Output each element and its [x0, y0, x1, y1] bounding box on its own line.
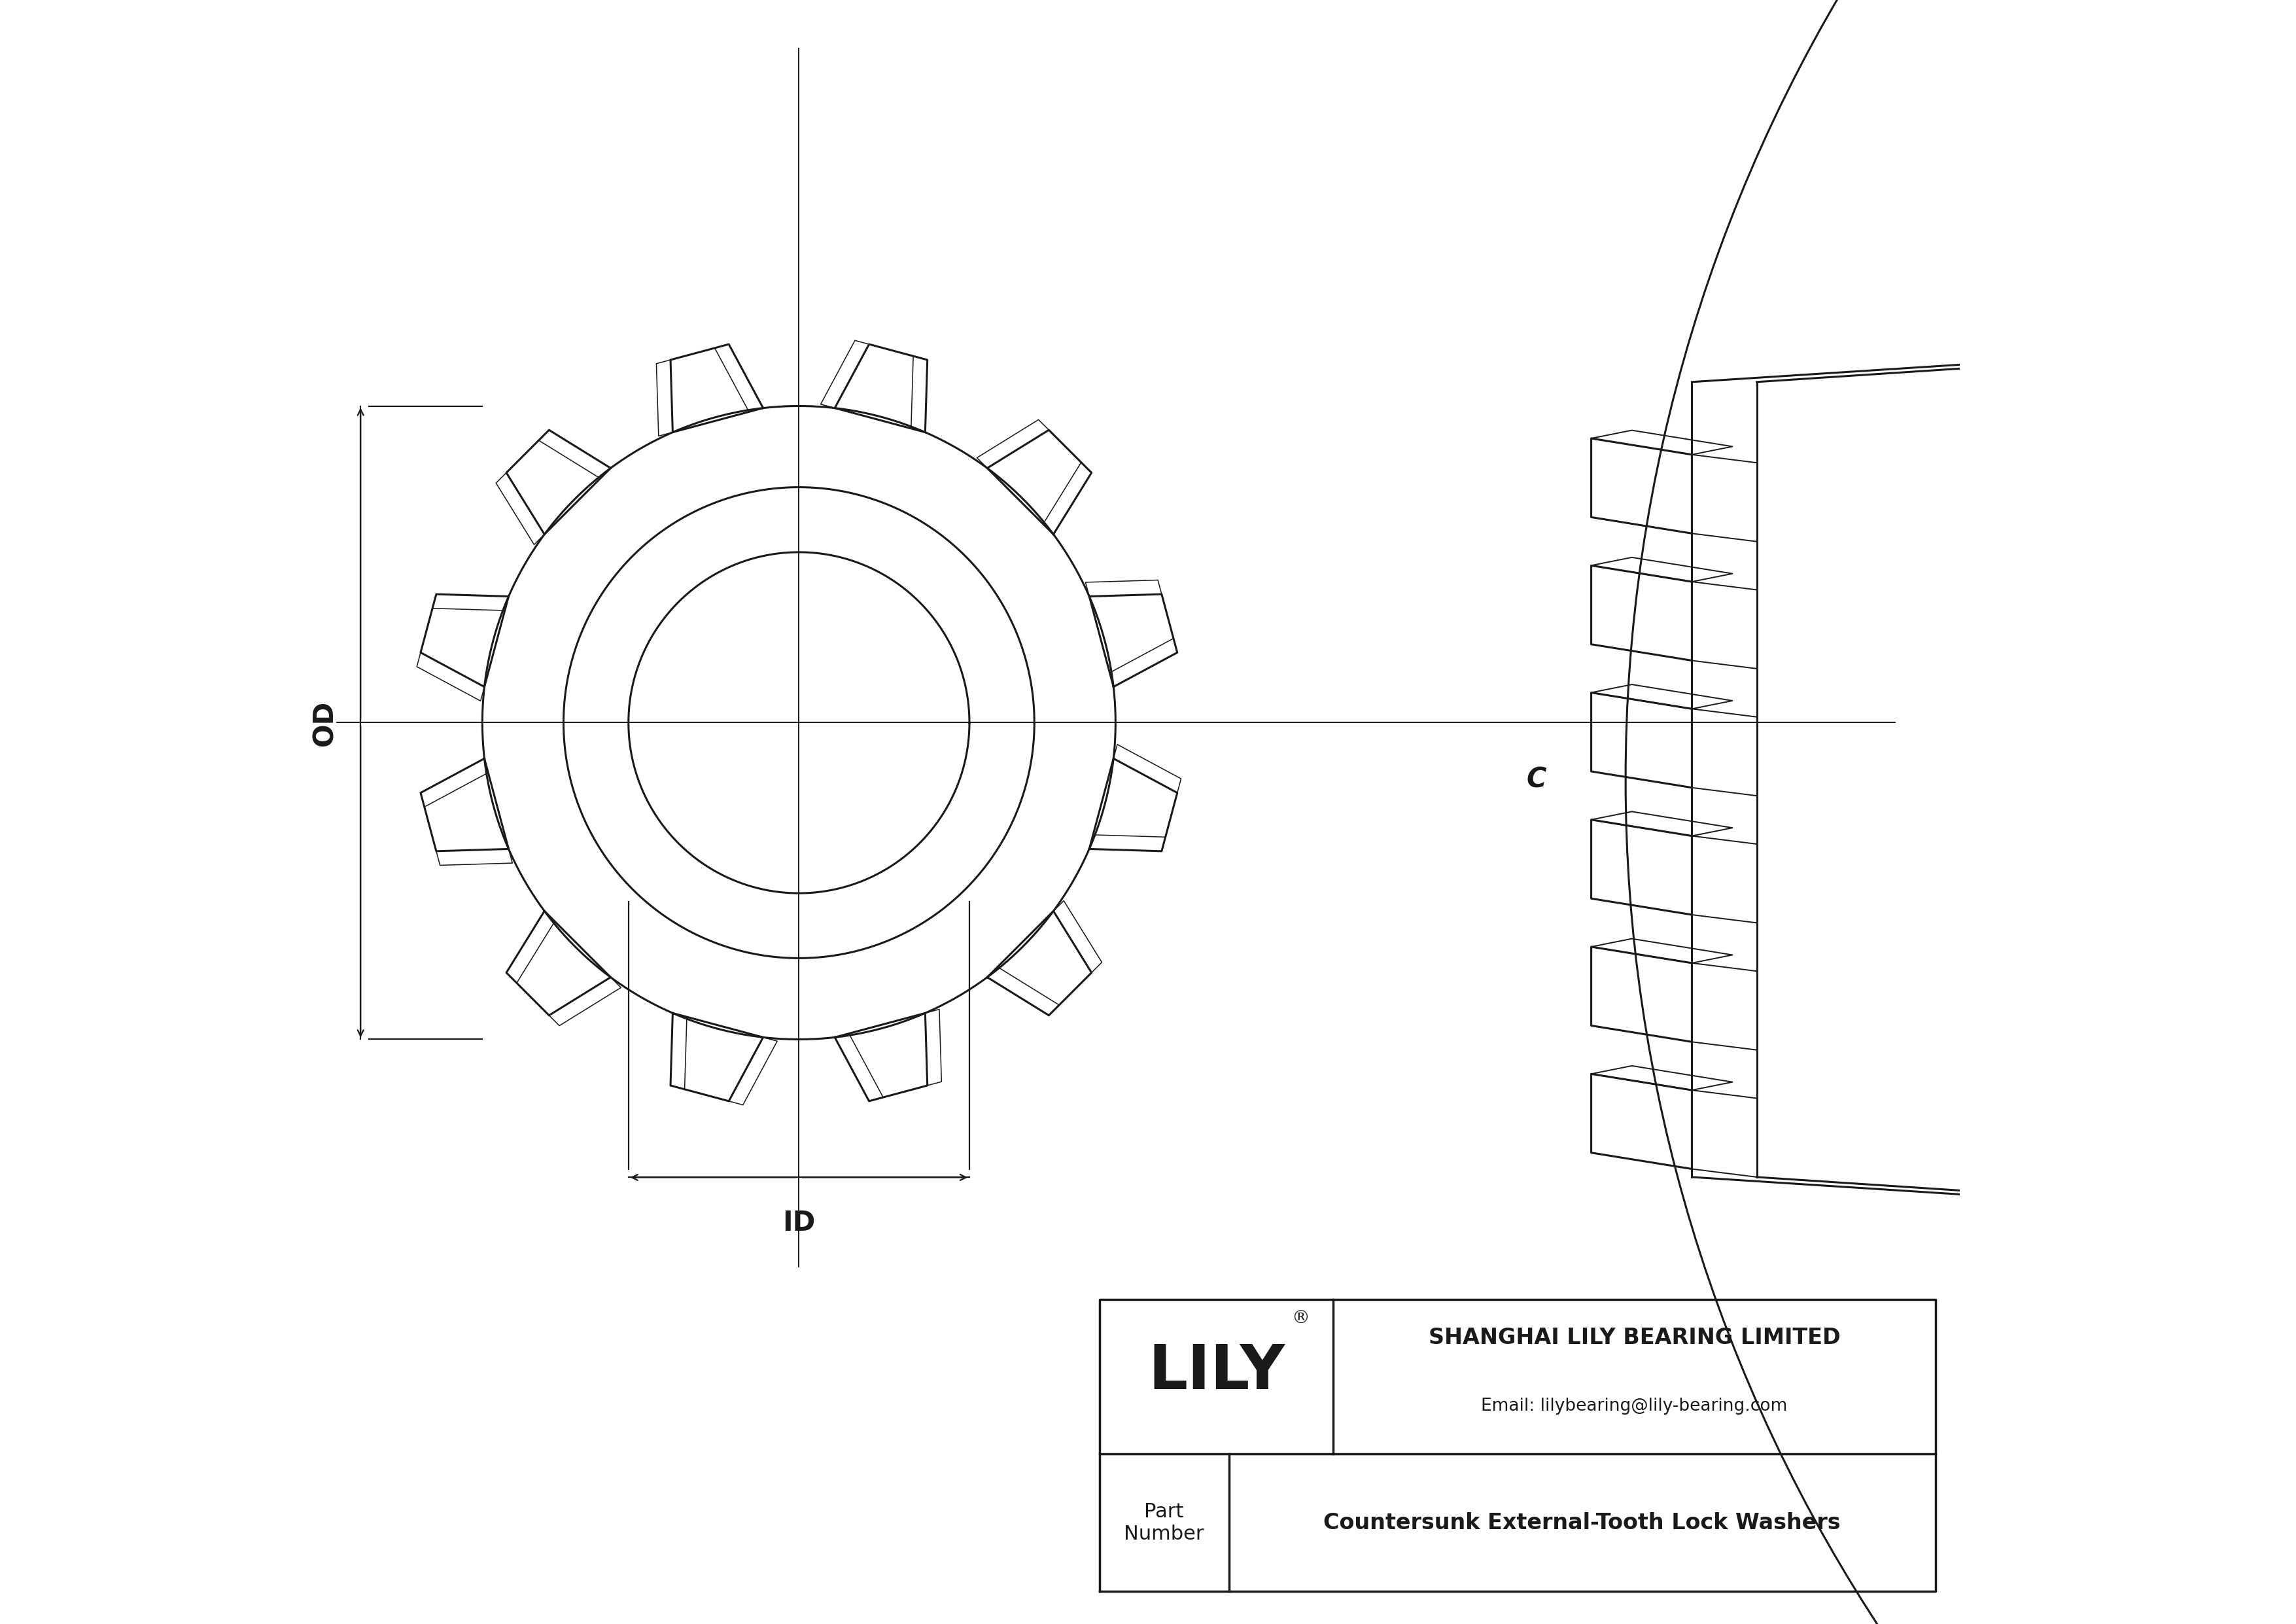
Text: LILY: LILY [1148, 1341, 1286, 1402]
Text: Email: lilybearing@lily-bearing.com: Email: lilybearing@lily-bearing.com [1481, 1397, 1789, 1415]
Text: SHANGHAI LILY BEARING LIMITED: SHANGHAI LILY BEARING LIMITED [1428, 1327, 1841, 1348]
Text: C: C [1527, 767, 1545, 793]
Text: Countersunk External-Tooth Lock Washers: Countersunk External-Tooth Lock Washers [1322, 1512, 1841, 1533]
Text: Part
Number: Part Number [1125, 1502, 1203, 1543]
Text: ®: ® [1293, 1309, 1311, 1327]
Text: OD: OD [312, 700, 338, 745]
Text: ID: ID [783, 1210, 815, 1236]
